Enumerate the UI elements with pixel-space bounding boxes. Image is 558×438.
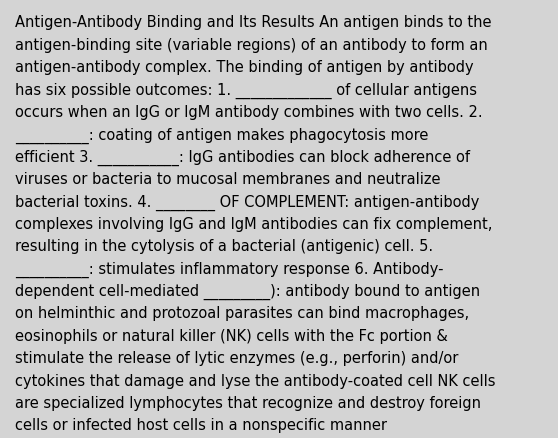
Text: stimulate the release of lytic enzymes (e.g., perforin) and/or: stimulate the release of lytic enzymes (… [15,350,459,365]
Text: antigen-binding site (variable regions) of an antibody to form an: antigen-binding site (variable regions) … [15,38,488,53]
Text: viruses or bacteria to mucosal membranes and neutralize: viruses or bacteria to mucosal membranes… [15,172,441,187]
Text: occurs when an IgG or IgM antibody combines with two cells. 2.: occurs when an IgG or IgM antibody combi… [15,105,483,120]
Text: Antigen-Antibody Binding and Its Results An antigen binds to the: Antigen-Antibody Binding and Its Results… [15,15,492,30]
Text: __________: stimulates inflammatory response 6. Antibody-: __________: stimulates inflammatory resp… [15,261,444,277]
Text: on helminthic and protozoal parasites can bind macrophages,: on helminthic and protozoal parasites ca… [15,306,469,321]
Text: efficient 3. ___________: IgG antibodies can block adherence of: efficient 3. ___________: IgG antibodies… [15,149,470,166]
Text: __________: coating of antigen makes phagocytosis more: __________: coating of antigen makes pha… [15,127,429,143]
Text: complexes involving IgG and IgM antibodies can fix complement,: complexes involving IgG and IgM antibodi… [15,216,493,231]
Text: dependent cell-mediated _________): antibody bound to antigen: dependent cell-mediated _________): anti… [15,283,480,300]
Text: antigen-antibody complex. The binding of antigen by antibody: antigen-antibody complex. The binding of… [15,60,474,75]
Text: bacterial toxins. 4. ________ OF COMPLEMENT: antigen-antibody: bacterial toxins. 4. ________ OF COMPLEM… [15,194,479,210]
Text: has six possible outcomes: 1. _____________ of cellular antigens: has six possible outcomes: 1. __________… [15,82,477,99]
Text: are specialized lymphocytes that recognize and destroy foreign: are specialized lymphocytes that recogni… [15,395,481,410]
Text: eosinophils or natural killer (NK) cells with the Fc portion &: eosinophils or natural killer (NK) cells… [15,328,448,343]
Text: cytokines that damage and lyse the antibody-coated cell NK cells: cytokines that damage and lyse the antib… [15,373,496,388]
Text: resulting in the cytolysis of a bacterial (antigenic) cell. 5.: resulting in the cytolysis of a bacteria… [15,239,433,254]
Text: cells or infected host cells in a nonspecific manner: cells or infected host cells in a nonspe… [15,417,387,432]
